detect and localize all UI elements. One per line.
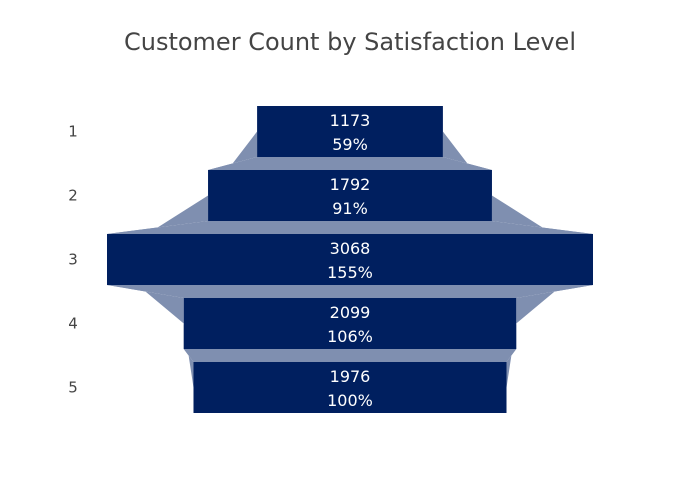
- funnel-bar-3: [107, 234, 593, 285]
- funnel-bar-5: [193, 362, 507, 413]
- chart-title: Customer Count by Satisfaction Level: [124, 28, 576, 56]
- tick-label-5: 5: [68, 379, 78, 397]
- connector-4: [183, 349, 517, 362]
- y-axis-ticks: 1 2 3 4 5: [68, 123, 78, 397]
- connector-2: [107, 221, 593, 234]
- funnel-bar-1: [257, 106, 443, 157]
- data-label-value-3: 3068: [330, 239, 371, 258]
- data-label-value-4: 2099: [330, 303, 371, 322]
- funnel-bar-4: [183, 298, 517, 349]
- connector-1: [208, 157, 492, 170]
- tick-label-3: 3: [68, 251, 78, 269]
- bar-group: [107, 106, 593, 413]
- funnel-bar-2: [208, 170, 492, 221]
- tick-label-4: 4: [68, 315, 78, 333]
- data-label-percent-3: 155%: [327, 263, 373, 282]
- connector-3: [107, 285, 593, 298]
- data-label-group: 1173 59% 1792 91% 3068 155% 2099 106% 1976 100%: [327, 111, 373, 410]
- data-label-percent-2: 91%: [332, 199, 368, 218]
- data-label-percent-5: 100%: [327, 391, 373, 410]
- data-label-value-1: 1173: [330, 111, 371, 130]
- tick-label-2: 2: [68, 187, 78, 205]
- tick-label-1: 1: [68, 123, 78, 141]
- data-label-value-5: 1976: [330, 367, 371, 386]
- data-label-value-2: 1792: [330, 175, 371, 194]
- data-label-percent-1: 59%: [332, 135, 368, 154]
- data-label-percent-4: 106%: [327, 327, 373, 346]
